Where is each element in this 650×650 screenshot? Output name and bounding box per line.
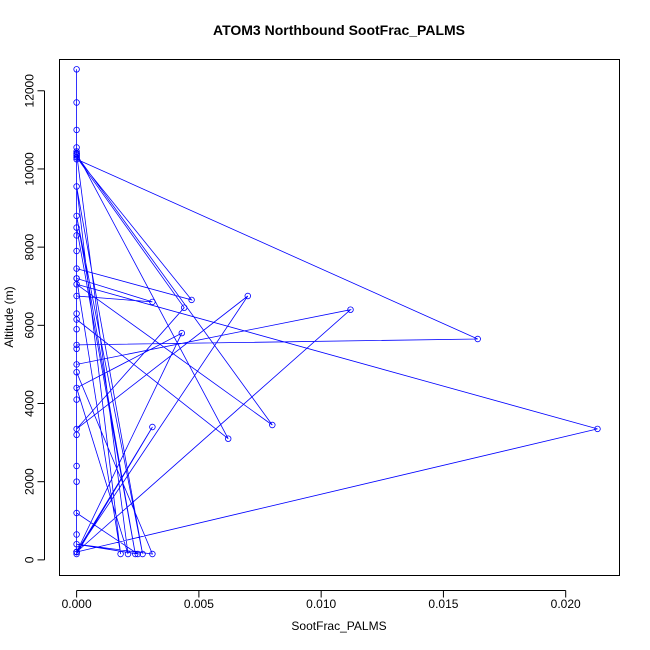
data-point <box>594 425 601 433</box>
data-point <box>73 550 80 558</box>
data-point <box>149 423 156 431</box>
data-point <box>73 541 80 548</box>
y-axis: 0 2000 4000 6000 8000 10000 12000 <box>23 74 45 563</box>
y-tick-label: 10000 <box>23 152 37 186</box>
data-point <box>73 265 80 272</box>
data-point <box>73 247 80 255</box>
data-point <box>73 531 80 538</box>
data-point <box>73 224 80 231</box>
data-point <box>73 99 80 106</box>
y-tick-label: 4000 <box>23 390 37 417</box>
data-point <box>73 341 80 349</box>
data-point <box>134 550 141 558</box>
data-point <box>73 152 80 159</box>
data-point <box>139 550 146 558</box>
y-tick-label: 6000 <box>23 312 37 339</box>
data-point <box>73 153 80 161</box>
data-point <box>117 550 124 558</box>
data-point <box>73 369 80 376</box>
chart-title: ATOM3 Northbound SootFrac_PALMS <box>213 22 465 38</box>
x-tick-label: 0.010 <box>306 597 336 611</box>
data-point <box>73 310 80 317</box>
plot-area <box>59 59 620 576</box>
data-point <box>244 292 251 300</box>
data-point <box>73 384 80 392</box>
data-point <box>269 421 276 429</box>
data-point <box>124 550 132 558</box>
data-point <box>474 335 481 343</box>
data-point <box>73 326 80 333</box>
data-point <box>73 462 80 470</box>
series-layer <box>73 66 601 558</box>
data-point <box>73 126 80 134</box>
x-axis: 0.000 0.005 0.010 0.015 0.020 <box>62 590 581 611</box>
series-line <box>76 69 598 556</box>
data-point <box>347 306 354 313</box>
data-point <box>149 550 156 558</box>
x-tick-label: 0.020 <box>551 597 581 611</box>
x-tick-label: 0.015 <box>428 597 458 611</box>
data-point <box>73 431 80 438</box>
y-tick-label: 12000 <box>23 74 37 108</box>
data-point <box>73 478 80 485</box>
data-point <box>73 396 80 403</box>
data-point <box>73 232 80 239</box>
data-point <box>73 183 80 190</box>
data-point <box>178 329 185 337</box>
data-point <box>73 292 80 300</box>
y-tick-label: 2000 <box>23 468 37 495</box>
x-tick-label: 0.005 <box>184 597 214 611</box>
data-point <box>73 509 80 517</box>
data-point <box>180 304 188 311</box>
y-axis-label: Altitude (m) <box>2 286 16 347</box>
data-point <box>73 548 80 556</box>
data-point <box>73 275 80 282</box>
x-axis-label: SootFrac_PALMS <box>291 619 386 633</box>
x-tick-label: 0.000 <box>62 597 92 611</box>
data-point <box>224 435 232 442</box>
data-point <box>73 150 80 157</box>
data-point <box>73 212 80 220</box>
data-point <box>149 298 156 306</box>
data-point <box>132 550 139 558</box>
y-tick-label: 8000 <box>23 233 37 260</box>
data-point <box>73 66 80 73</box>
data-point <box>73 345 80 352</box>
data-point <box>188 296 195 304</box>
y-tick-label: 0 <box>23 556 37 563</box>
data-point <box>73 361 80 368</box>
